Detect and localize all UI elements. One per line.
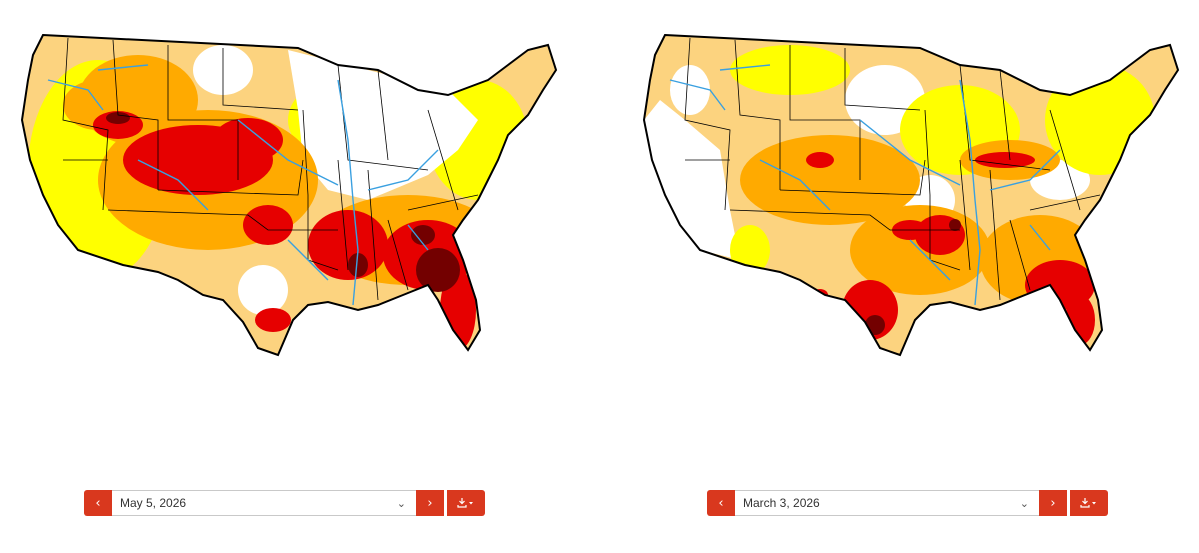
download-button[interactable]	[447, 490, 485, 516]
drought-map-may	[8, 10, 568, 360]
drought-map-march	[630, 10, 1190, 360]
previous-date-button[interactable]: ‹	[84, 490, 112, 516]
chevron-down-icon: ⌄	[396, 496, 406, 510]
next-date-button[interactable]: ›	[416, 490, 444, 516]
date-select[interactable]: March 3, 2026 ⌄	[735, 490, 1039, 516]
drought-map-panel-may: ‹ May 5, 2026 ⌄ ›	[8, 0, 568, 553]
download-icon	[1080, 498, 1096, 508]
download-icon	[457, 498, 473, 508]
drought-map-panel-march: ‹ March 3, 2026 ⌄ ›	[630, 0, 1190, 553]
date-controls: ‹ March 3, 2026 ⌄ ›	[707, 490, 1108, 516]
date-select-value: March 3, 2026	[743, 496, 820, 510]
download-button[interactable]	[1070, 490, 1108, 516]
date-select[interactable]: May 5, 2026 ⌄	[112, 490, 416, 516]
chevron-right-icon: ›	[427, 495, 433, 511]
chevron-right-icon: ›	[1050, 495, 1056, 511]
previous-date-button[interactable]: ‹	[707, 490, 735, 516]
chevron-down-icon: ⌄	[1019, 496, 1029, 510]
chevron-left-icon: ‹	[95, 495, 101, 511]
date-controls: ‹ May 5, 2026 ⌄ ›	[84, 490, 485, 516]
chevron-left-icon: ‹	[718, 495, 724, 511]
next-date-button[interactable]: ›	[1039, 490, 1067, 516]
date-select-value: May 5, 2026	[120, 496, 187, 510]
